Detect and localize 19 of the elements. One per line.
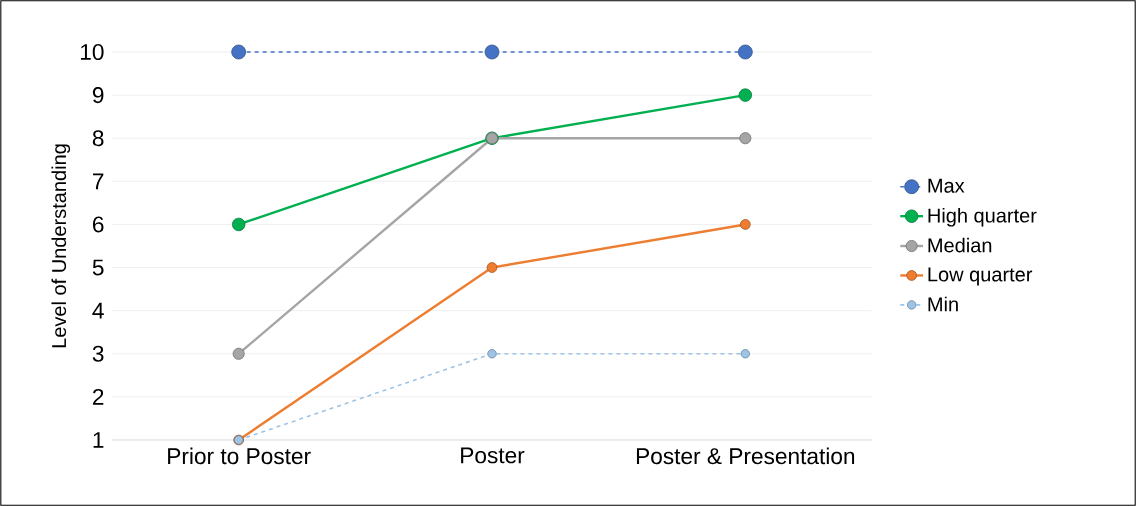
y-tick-label: 3 (92, 345, 104, 362)
y-tick-label: 2 (93, 388, 104, 405)
y-tick-label: 6 (93, 216, 104, 233)
y-tick-label: 5 (92, 259, 104, 276)
y-tick-label: 9 (92, 87, 104, 104)
y-tick-label: 7 (93, 173, 104, 190)
y-tick-label: 8 (92, 130, 104, 147)
legend-label: Median (928, 237, 992, 253)
legend-label: Max (928, 178, 965, 193)
x-tick-label: Prior to Poster (168, 447, 311, 465)
legend-label: High quarter (928, 207, 1037, 227)
x-tick-label: Poster & Presentation (636, 447, 855, 465)
y-tick-label: 10 (80, 43, 104, 61)
y-tick-label: 4 (92, 302, 104, 319)
y-axis-title: Level of Understanding (51, 144, 71, 348)
x-tick-label: Poster (461, 447, 525, 464)
y-tick-label: 1 (93, 432, 104, 448)
legend-label: Low quarter (928, 267, 1033, 286)
legend-label: Min (928, 296, 958, 312)
